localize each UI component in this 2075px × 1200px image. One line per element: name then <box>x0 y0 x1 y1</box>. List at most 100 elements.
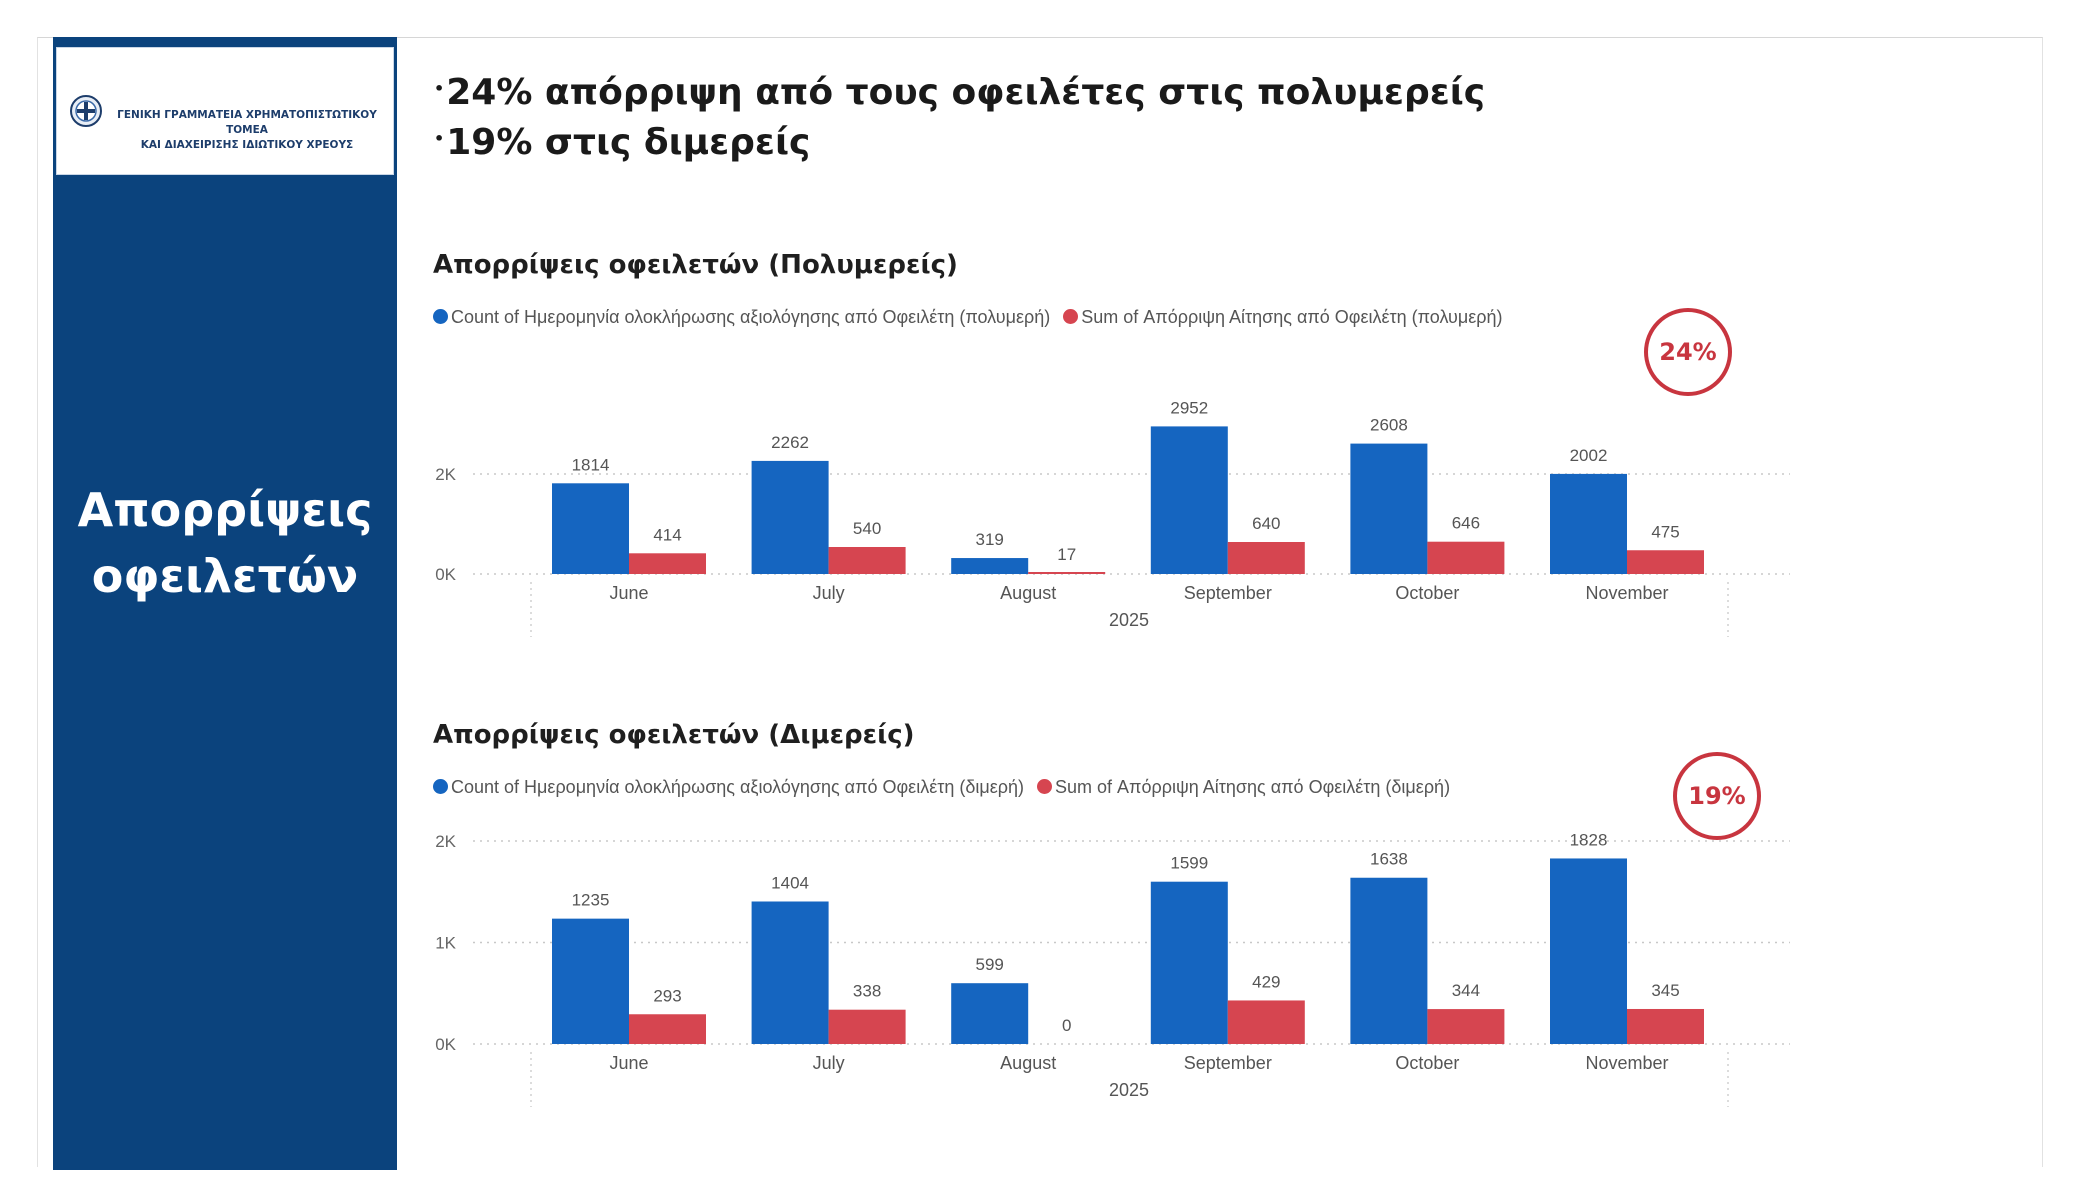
x-tick-label: November <box>1585 583 1668 603</box>
data-label: 344 <box>1452 981 1480 1000</box>
data-label: 1814 <box>572 455 610 474</box>
data-label: 17 <box>1057 545 1076 564</box>
legend-label: Count of Ημερομηνία ολοκλήρωσης αξιολόγη… <box>451 307 1051 327</box>
bar-count <box>951 983 1029 1044</box>
data-label: 338 <box>853 982 881 1001</box>
bar-sum <box>1227 1000 1305 1044</box>
page-frame <box>37 37 2043 1167</box>
x-tick-label: June <box>609 583 648 603</box>
y-tick-label: 0K <box>435 1035 456 1054</box>
x-tick-label: August <box>1000 1053 1056 1073</box>
chart-2-plot: 0K 1K 2K 1235 293 June 1404 338 July 599 0 August 15… <box>435 830 1790 1107</box>
sidebar-title: Απορρίψεις οφειλετών <box>53 477 397 609</box>
data-label: 1404 <box>771 873 809 892</box>
data-label: 640 <box>1252 514 1280 533</box>
x-tick-label: November <box>1585 1053 1668 1073</box>
bar-sum <box>828 547 906 574</box>
bar-sum <box>1427 1009 1505 1044</box>
bar-count <box>1150 426 1228 574</box>
legend-item-sum[interactable]: Sum of Απόρριψη Αίτησης από Οφειλέτη (πο… <box>1063 307 1503 327</box>
bar-count <box>552 918 629 1044</box>
legend-dot-blue <box>433 309 448 324</box>
legend-label: Sum of Απόρριψη Αίτησης από Οφειλέτη (δι… <box>1055 777 1451 797</box>
logo-line-1: ΓΕΝΙΚΗ ΓΡΑΜΜΑΤΕΙΑ ΧΡΗΜΑΤΟΠΙΣΤΩΤΙΚΟΥ ΤΟΜΕ… <box>117 109 377 136</box>
x-group-label: 2025 <box>1109 1080 1149 1100</box>
x-tick-label: June <box>609 1053 648 1073</box>
data-label: 475 <box>1651 522 1679 541</box>
bar-sum <box>1627 550 1704 574</box>
bar-sum <box>1028 572 1106 574</box>
data-label: 1828 <box>1570 830 1608 849</box>
data-label: 1638 <box>1370 850 1408 869</box>
data-label: 1599 <box>1170 854 1208 873</box>
emblem-icon <box>70 95 102 127</box>
data-label: 2002 <box>1570 446 1608 465</box>
data-label: 2608 <box>1370 416 1408 435</box>
logo: ΓΕΝΙΚΗ ΓΡΑΜΜΑΤΕΙΑ ΧΡΗΜΑΤΟΠΙΣΤΩΤΙΚΟΥ ΤΟΜΕ… <box>56 47 394 175</box>
legend-item-count[interactable]: Count of Ημερομηνία ολοκλήρωσης αξιολόγη… <box>433 307 1050 327</box>
bar-count <box>751 460 829 574</box>
headline-line-1: •24% απόρριψη από τους οφειλέτες στις πο… <box>434 68 1485 118</box>
x-tick-label: August <box>1000 583 1056 603</box>
headline-text-2: 19% στις διμερείς <box>446 122 811 163</box>
legend-label: Count of Ημερομηνία ολοκλήρωσης αξιολόγη… <box>451 777 1024 797</box>
sidebar-title-line-2: οφειλετών <box>91 549 359 603</box>
legend-dot-red <box>1063 309 1079 324</box>
bar-count <box>751 901 829 1044</box>
bar-sum <box>1427 541 1505 574</box>
data-label: 2262 <box>771 433 809 452</box>
chart-1-legend: Count of Ημερομηνία ολοκλήρωσης αξιολόγη… <box>433 307 1511 328</box>
y-tick-label: 2K <box>435 465 456 484</box>
data-label: 1235 <box>572 891 610 910</box>
headline-text-1: 24% απόρριψη από τους οφειλέτες στις πολ… <box>446 72 1486 113</box>
legend-item-sum[interactable]: Sum of Απόρριψη Αίτησης από Οφειλέτη (δι… <box>1037 777 1450 797</box>
bar-count <box>1350 443 1428 574</box>
data-label: 293 <box>653 986 681 1005</box>
sidebar-title-line-1: Απορρίψεις <box>77 483 373 537</box>
bar-count <box>1150 881 1228 1044</box>
legend-dot-red <box>1037 779 1053 794</box>
bar-count <box>1550 473 1627 574</box>
x-tick-label: September <box>1184 583 1272 603</box>
chart-1-title: Απορρίψεις οφειλετών (Πολυμερείς) <box>433 250 958 280</box>
data-label: 429 <box>1252 972 1280 991</box>
legend-label: Sum of Απόρριψη Αίτησης από Οφειλέτη (πο… <box>1081 307 1503 327</box>
sidebar: ΓΕΝΙΚΗ ΓΡΑΜΜΑΤΕΙΑ ΧΡΗΜΑΤΟΠΙΣΤΩΤΙΚΟΥ ΤΟΜΕ… <box>53 37 397 1170</box>
data-label: 2952 <box>1170 398 1208 417</box>
headline-line-2: •19% στις διμερείς <box>434 118 1485 168</box>
data-label: 0 <box>1062 1016 1071 1035</box>
bar-sum <box>629 553 706 574</box>
legend-dot-blue <box>433 779 448 794</box>
data-label: 345 <box>1651 981 1679 1000</box>
data-label: 646 <box>1452 514 1480 533</box>
data-label: 540 <box>853 519 881 538</box>
bar-count <box>951 558 1029 574</box>
logo-text: ΓΕΝΙΚΗ ΓΡΑΜΜΑΤΕΙΑ ΧΡΗΜΑΤΟΠΙΣΤΩΤΙΚΟΥ ΤΟΜΕ… <box>107 108 387 153</box>
bar-sum <box>1227 542 1305 574</box>
x-tick-label: July <box>813 1053 845 1073</box>
bar-count <box>1350 877 1428 1044</box>
bar-count <box>552 483 629 574</box>
y-tick-label: 2K <box>435 832 456 851</box>
chart-2-percent-badge: 19% <box>1673 752 1761 840</box>
logo-line-2: ΚΑΙ ΔΙΑΧΕΙΡΙΣΗΣ ΙΔΙΩΤΙΚΟΥ ΧΡΕΟΥΣ <box>140 139 354 151</box>
chart-2-title: Απορρίψεις οφειλετών (Διμερείς) <box>433 720 915 750</box>
headline: •24% απόρριψη από τους οφειλέτες στις πο… <box>434 68 1485 168</box>
x-tick-label: October <box>1395 1053 1459 1073</box>
bar-sum <box>828 1009 906 1044</box>
data-label: 599 <box>976 955 1004 974</box>
data-label: 319 <box>976 530 1004 549</box>
chart-2-legend: Count of Ημερομηνία ολοκλήρωσης αξιολόγη… <box>433 777 1458 798</box>
x-group-label: 2025 <box>1109 610 1149 630</box>
x-tick-label: October <box>1395 583 1459 603</box>
bullet: • <box>434 79 445 98</box>
x-tick-label: September <box>1184 1053 1272 1073</box>
bar-count <box>1550 858 1627 1044</box>
x-tick-label: July <box>813 583 845 603</box>
bullet: • <box>434 129 445 148</box>
chart-1-percent-badge: 24% <box>1644 308 1732 396</box>
bar-sum <box>1627 1008 1704 1044</box>
data-label: 414 <box>653 525 681 544</box>
legend-item-count[interactable]: Count of Ημερομηνία ολοκλήρωσης αξιολόγη… <box>433 777 1024 797</box>
